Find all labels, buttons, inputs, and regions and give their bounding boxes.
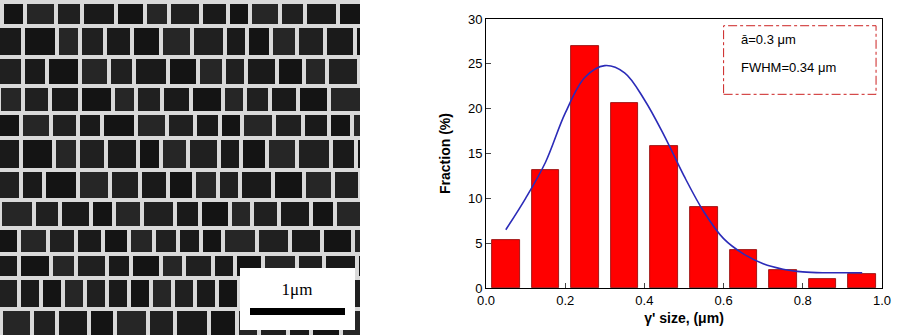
svg-text:0.4: 0.4 xyxy=(635,293,653,308)
svg-text:10: 10 xyxy=(468,191,482,206)
svg-text:15: 15 xyxy=(468,146,482,161)
svg-text:5: 5 xyxy=(475,236,482,251)
svg-text:1μm: 1μm xyxy=(282,280,313,299)
svg-text:20: 20 xyxy=(468,101,482,116)
svg-text:0.0: 0.0 xyxy=(477,293,495,308)
svg-text:FWHM=0.34 μm: FWHM=0.34 μm xyxy=(741,60,836,75)
svg-text:Fraction (%): Fraction (%) xyxy=(437,113,453,194)
svg-text:ā=0.3 μm: ā=0.3 μm xyxy=(741,32,796,47)
svg-text:0.2: 0.2 xyxy=(556,293,574,308)
svg-text:30: 30 xyxy=(468,12,482,27)
svg-text:γ' size, (μm): γ' size, (μm) xyxy=(644,310,724,326)
svg-text:1.0: 1.0 xyxy=(873,293,891,308)
svg-text:0.6: 0.6 xyxy=(715,293,733,308)
svg-text:0.8: 0.8 xyxy=(794,293,812,308)
svg-text:0: 0 xyxy=(475,281,482,296)
svg-text:25: 25 xyxy=(468,56,482,71)
